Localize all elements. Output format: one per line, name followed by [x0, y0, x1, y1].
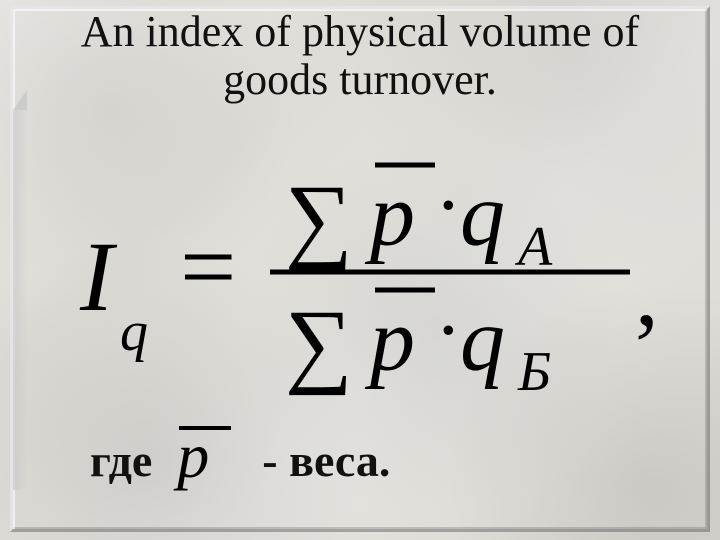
formula-equals: =	[180, 211, 236, 322]
page-fold-shadow	[13, 110, 27, 490]
slide-title: An index of physical volume of goods tur…	[0, 8, 720, 105]
num-sigma: ∑	[285, 165, 353, 271]
legend-pbar: p	[177, 420, 237, 500]
legend-p: p	[177, 424, 209, 488]
title-line-1: An index of physical volume of	[0, 8, 720, 56]
formula-svg: I q = ∑ p · q A ∑ p · q Б ,	[60, 150, 680, 400]
formula-I: I	[79, 221, 118, 332]
den-p: p	[364, 291, 415, 390]
num-q: q	[460, 166, 505, 265]
den-q: q	[460, 291, 505, 390]
den-sub-B: Б	[517, 341, 551, 400]
formula: I q = ∑ p · q A ∑ p · q Б ,	[60, 150, 680, 400]
legend-where: где	[90, 434, 152, 487]
num-p: p	[364, 166, 415, 265]
legend: где p - веса.	[90, 420, 390, 500]
den-dot: ·	[435, 287, 462, 375]
den-sigma: ∑	[285, 290, 353, 396]
num-dot: ·	[435, 162, 462, 250]
title-line-2: goods turnover.	[0, 56, 720, 104]
num-sub-A: A	[514, 216, 553, 278]
formula-comma: ,	[635, 240, 659, 346]
formula-I-sub: q	[120, 301, 148, 363]
legend-dash-word: - веса.	[262, 434, 390, 487]
